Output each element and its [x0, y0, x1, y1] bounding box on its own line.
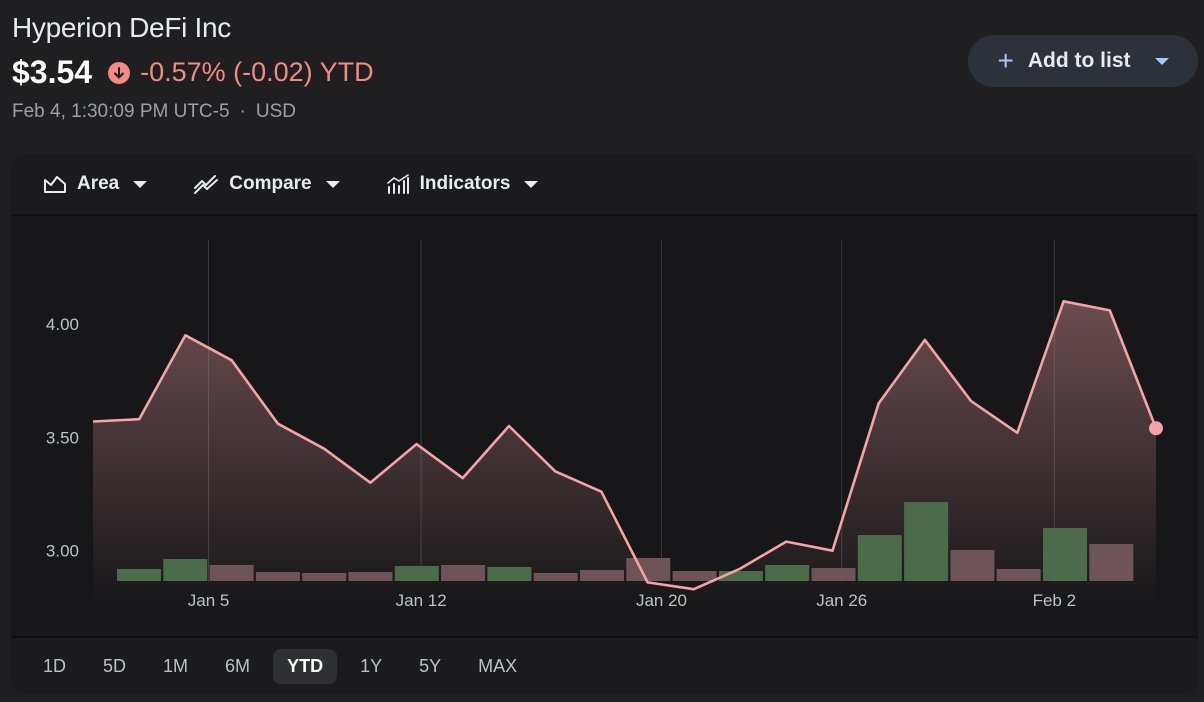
indicators-dropdown[interactable]: Indicators — [386, 173, 539, 195]
add-to-list-label: Add to list — [1027, 49, 1131, 72]
volume-bar — [626, 558, 671, 581]
chevron-down-icon — [524, 180, 539, 188]
volume-bar — [487, 567, 532, 581]
price-line — [92, 300, 1158, 591]
volume-bar — [904, 502, 949, 581]
range-1y[interactable]: 1Y — [360, 655, 383, 676]
volume-bar — [302, 573, 347, 581]
price-change: -0.57% (-0.02) YTD — [140, 57, 374, 87]
chevron-down-icon — [133, 180, 148, 188]
volume-bar — [996, 569, 1041, 581]
range-5y[interactable]: 5Y — [419, 655, 442, 676]
current-price: $3.54 — [12, 54, 93, 90]
range-1m[interactable]: 1M — [163, 655, 189, 676]
volume-bar — [441, 565, 486, 581]
price-area — [93, 301, 1156, 606]
plus-icon: + — [997, 45, 1014, 76]
volume-bar — [117, 569, 161, 581]
y-tick-label: 3.00 — [46, 542, 79, 561]
indicators-icon — [386, 174, 409, 194]
range-5d[interactable]: 5D — [103, 655, 127, 676]
x-tick-label: Jan 12 — [396, 591, 447, 610]
volume-bar — [255, 572, 300, 581]
volume-bar — [950, 550, 995, 581]
volume-bar — [580, 570, 624, 581]
range-max[interactable]: MAX — [478, 655, 518, 676]
chart-toolbar: Area Compare Indicators — [11, 154, 1198, 216]
x-tick-label: Jan 26 — [816, 591, 867, 610]
volume-bar — [718, 571, 763, 581]
chart-card: Area Compare Indicators Jan 5 Jan 12 Jan 2… — [11, 154, 1198, 694]
volume-bar — [1089, 544, 1134, 581]
volume-bar — [765, 565, 810, 581]
last-price-marker — [1149, 421, 1163, 436]
x-tick-label: Jan 5 — [188, 591, 230, 610]
indicators-label: Indicators — [419, 173, 511, 194]
y-tick-label: 3.50 — [46, 428, 79, 447]
range-6m[interactable]: 6M — [225, 655, 251, 676]
area-chart-icon — [44, 176, 66, 193]
currency: USD — [255, 101, 296, 122]
volume-bar — [857, 535, 902, 581]
x-tick-label: Feb 2 — [1033, 591, 1076, 610]
range-1d[interactable]: 1D — [43, 655, 67, 676]
chevron-down-icon[interactable] — [1154, 57, 1169, 65]
volume-bar — [533, 573, 578, 581]
x-tick-label: Jan 20 — [636, 591, 687, 610]
volume-bar — [811, 568, 856, 581]
range-selector: 1D 5D 1M 6M YTD 1Y 5Y MAX — [11, 636, 1198, 694]
volume-bar — [209, 565, 254, 581]
volume-bar — [672, 571, 717, 581]
volume-bar — [394, 566, 439, 581]
price-chart[interactable]: Jan 5 Jan 12 Jan 20 Jan 26 Feb 2 4.00 3.50 3.00 — [11, 216, 1198, 634]
meta-separator: · — [239, 101, 246, 122]
arrow-down-icon — [108, 61, 131, 84]
y-tick-label: 4.00 — [46, 315, 79, 334]
quote-meta: Feb 4, 1:30:09 PM UTC-5 · USD — [12, 101, 296, 123]
compare-icon — [194, 175, 219, 194]
range-ytd[interactable]: YTD — [273, 648, 338, 684]
price-row: $3.54 -0.57% (-0.02) YTD — [12, 54, 374, 91]
chevron-down-icon — [325, 180, 340, 188]
area-dropdown[interactable]: Area — [43, 173, 148, 195]
compare-dropdown[interactable]: Compare — [193, 173, 340, 195]
stock-name: Hyperion DeFi Inc — [12, 12, 231, 43]
timestamp: Feb 4, 1:30:09 PM UTC-5 — [12, 101, 230, 122]
area-label: Area — [77, 173, 120, 194]
volume-bar — [348, 572, 393, 581]
compare-label: Compare — [229, 173, 312, 194]
volume-bar — [163, 559, 208, 581]
volume-bar — [1043, 528, 1087, 581]
add-to-list-button[interactable]: + Add to list — [968, 35, 1198, 87]
